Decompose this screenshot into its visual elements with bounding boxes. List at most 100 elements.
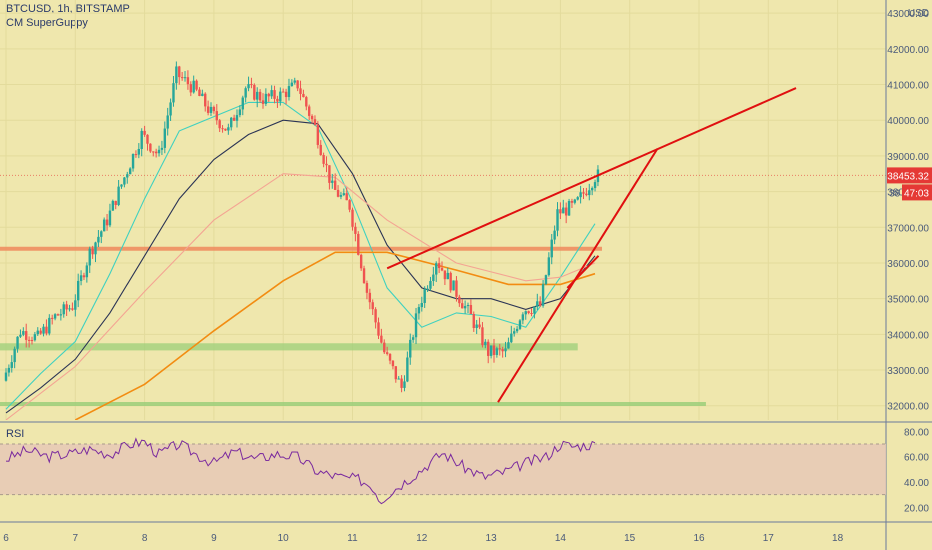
rsi-tick-label: 80.00: [904, 427, 929, 438]
candle-body: [302, 93, 305, 98]
candle-body: [62, 304, 65, 315]
price-tick-label: 42000.00: [887, 45, 929, 56]
candle-body: [163, 128, 167, 148]
price-tick-label: 43000.00: [887, 9, 929, 20]
candle-body: [564, 207, 568, 216]
candle-body: [319, 144, 322, 156]
candle-body: [273, 90, 276, 99]
candle-body: [189, 84, 192, 93]
candle-body: [362, 268, 366, 284]
candle-body: [238, 109, 242, 116]
candle-body: [513, 331, 516, 334]
price-tick-label: 32000.00: [887, 402, 929, 413]
candle-body: [180, 77, 184, 79]
currency-label: USD: [908, 8, 929, 19]
moving-average-0: [5, 101, 596, 410]
candle-body: [423, 288, 426, 304]
candle-body: [504, 348, 507, 352]
candle-body: [206, 106, 210, 113]
trendline-2: [566, 255, 600, 289]
candle-body: [284, 91, 288, 98]
candle-body: [56, 314, 60, 316]
candle-body: [403, 381, 406, 388]
candle-body: [250, 84, 253, 86]
candle-body: [186, 77, 190, 85]
candle-body: [68, 308, 71, 310]
candle-body: [105, 219, 109, 226]
candle-body: [397, 378, 400, 380]
candle-body: [515, 328, 519, 332]
time-tick-label: 11: [347, 533, 358, 544]
candle-body: [140, 130, 143, 149]
candle-body: [437, 263, 441, 269]
candle-body: [544, 275, 548, 285]
countdown-prefix: 38: [889, 188, 901, 199]
candle-body: [209, 106, 213, 113]
candle-body: [458, 296, 461, 304]
candle-body: [374, 309, 377, 323]
candle-body: [518, 320, 522, 329]
candle-body: [85, 265, 89, 278]
price-tick-label: 35000.00: [887, 295, 929, 306]
candle-body: [97, 236, 100, 243]
support-zone-1: [0, 343, 578, 351]
candle-body: [51, 317, 54, 319]
candle-body: [585, 193, 588, 196]
candle-body: [449, 272, 452, 291]
candle-body: [71, 308, 74, 310]
rsi-band: [0, 444, 886, 495]
candle-body: [310, 115, 314, 120]
candle-body: [409, 339, 412, 358]
candle-body: [100, 231, 103, 237]
candle-body: [212, 106, 216, 112]
candle-body: [137, 148, 141, 155]
candle-body: [339, 194, 343, 197]
candle-body: [82, 275, 86, 278]
candle-body: [316, 124, 320, 145]
candle-body: [333, 180, 337, 190]
candle-body: [287, 86, 291, 98]
candle-body: [198, 89, 201, 96]
candle-body: [469, 305, 473, 315]
candle-body: [282, 91, 285, 93]
candle-body: [178, 66, 181, 78]
candle-body: [432, 274, 435, 282]
candle-body: [22, 331, 25, 335]
time-tick-label: 14: [555, 533, 567, 544]
candle-body: [270, 90, 273, 97]
candle-body: [91, 248, 94, 255]
candle-body: [126, 174, 129, 178]
indicator-label: CM SuperGuppy: [6, 17, 88, 29]
candle-body: [429, 281, 432, 289]
candle-body: [120, 184, 123, 187]
candle-body: [501, 349, 504, 352]
candle-body: [13, 348, 16, 363]
rsi-line: [5, 437, 596, 505]
candle-body: [131, 154, 135, 169]
time-tick-label: 8: [142, 533, 148, 544]
candle-body: [377, 322, 380, 336]
rsi-tick-label: 60.00: [904, 453, 929, 464]
candle-body: [10, 362, 13, 368]
candle-body: [541, 284, 545, 306]
candle-body: [7, 367, 11, 373]
candle-body: [247, 84, 250, 89]
candle-body: [420, 303, 423, 308]
candle-body: [39, 330, 42, 334]
candle-body: [426, 288, 429, 290]
time-tick-label: 7: [73, 533, 79, 544]
candle-body: [117, 186, 120, 205]
candle-body: [570, 200, 574, 203]
price-tick-label: 34000.00: [887, 330, 929, 341]
candle-body: [455, 280, 458, 297]
candle-body: [76, 280, 80, 301]
candle-body: [152, 151, 155, 153]
candle-body: [461, 303, 464, 309]
candle-body: [322, 155, 325, 164]
candle-body: [16, 336, 19, 349]
candle-body: [175, 66, 178, 84]
candle-body: [114, 200, 117, 205]
candle-body: [149, 143, 152, 152]
main-pane: [0, 0, 886, 420]
